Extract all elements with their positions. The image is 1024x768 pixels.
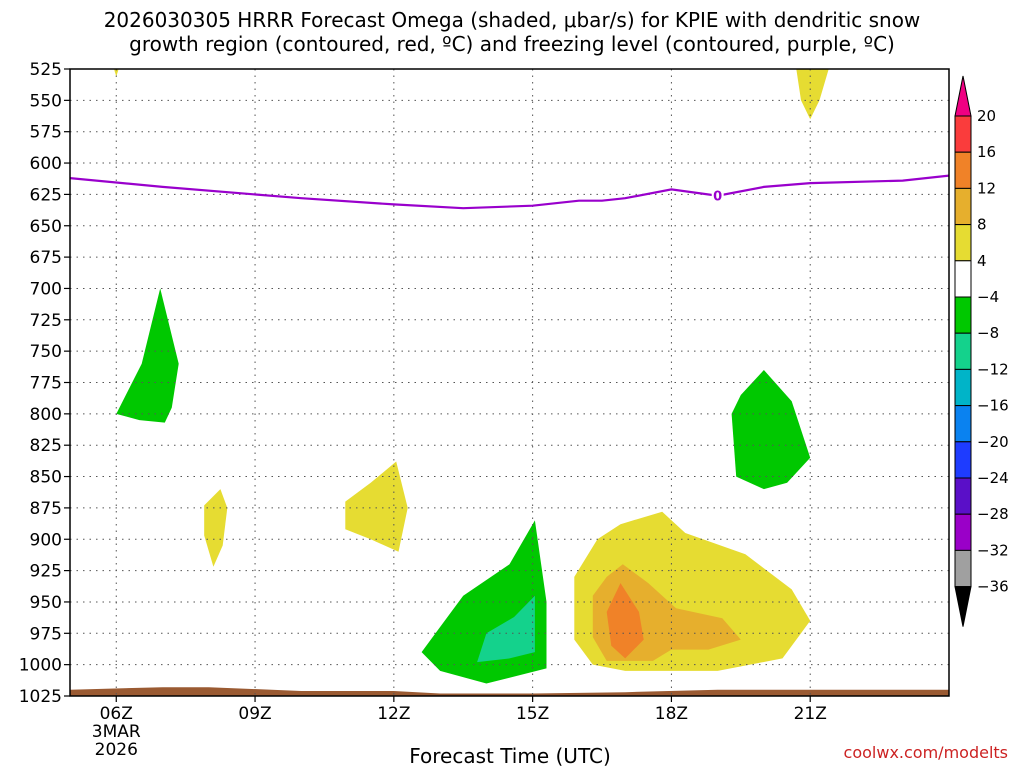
colorbar-label: 12 [977,179,996,197]
x-tick-label: 09Z [238,704,271,724]
colorbar-band [954,224,972,262]
omega-region-7 [477,595,535,663]
omega-region-4 [204,489,228,567]
omega-region-1 [114,69,119,77]
colorbar-label: −32 [977,541,1009,559]
freezing-level-line [70,174,949,210]
y-tick-label: 675 [30,248,62,268]
ground-terrain [70,687,949,696]
freezing-level-label-bg [711,186,724,203]
y-tick-label: 1000 [19,656,62,676]
omega-region-2 [116,288,179,423]
y-tick-label: 625 [30,185,62,205]
colorbar-label: −8 [977,324,999,342]
y-tick-label: 825 [30,436,62,456]
omega-region-3 [731,370,811,490]
y-tick-label: 1025 [19,687,62,707]
plot-area: 0 [70,69,949,696]
colorbar-band [954,477,972,515]
x-tick-label: 15Z [516,704,549,724]
colorbar-band [954,260,972,298]
colorbar-band-bottom-arrow [954,586,972,627]
y-tick-label: 525 [30,60,62,80]
y-tick-label: 600 [30,154,62,174]
freezing-level-label: 0 [713,190,722,205]
chart-title-line2: growth region (contoured, red, ºC) and f… [129,32,895,56]
source-credit[interactable]: coolwx.com/modelts [843,743,1008,762]
colorbar-band [954,151,972,189]
colorbar-label: −28 [977,505,1009,523]
y-tick-label: 875 [30,499,62,519]
x-tick-date: 3MAR [92,722,141,742]
colorbar: 20 16 12 8 4 −4 −8 −12 −16 −20 −24 −28 −32 −36 [954,75,1009,627]
colorbar-label: −36 [977,578,1009,596]
colorbar-band [954,441,972,479]
y-tick-label: 800 [30,405,62,425]
x-axis-label: Forecast Time (UTC) [409,744,611,768]
colorbar-label: −4 [977,288,999,306]
colorbar-label: −12 [977,360,1009,378]
x-tick-label: 18Z [655,704,688,724]
x-tick-label: 12Z [377,704,410,724]
colorbar-label: 16 [977,143,996,161]
x-tick-label: 21Z [794,704,827,724]
colorbar-band [954,296,972,334]
colorbar-band [954,332,972,370]
colorbar-band [954,405,972,443]
y-tick-label: 750 [30,342,62,362]
y-tick-label: 650 [30,217,62,237]
y-tick-label: 575 [30,123,62,143]
y-tick-label: 900 [30,530,62,550]
colorbar-band [954,368,972,407]
colorbar-band [954,115,972,153]
colorbar-label: 4 [977,252,987,270]
y-tick-label: 775 [30,374,62,394]
y-tick-label: 725 [30,311,62,331]
y-tick-label: 550 [30,91,62,111]
chart-title-line1: 2026030305 HRRR Forecast Omega (shaded, … [103,8,921,32]
colorbar-band [954,549,972,588]
y-tick-label: 950 [30,593,62,613]
colorbar-label: −16 [977,397,1009,415]
colorbar-band-top-arrow [954,75,972,117]
y-tick-label: 850 [30,468,62,488]
colorbar-band [954,513,972,551]
y-tick-label: 975 [30,624,62,644]
colorbar-band [954,187,972,226]
omega-region-5 [345,461,408,552]
colorbar-label: −24 [977,469,1009,487]
colorbar-label: −20 [977,433,1009,451]
y-tick-label: 700 [30,279,62,299]
omega-region-0 [796,69,829,120]
omega-region-10 [606,583,644,659]
y-tick-label: 925 [30,562,62,582]
chart-title: 2026030305 HRRR Forecast Omega (shaded, … [0,8,1024,56]
x-tick-year: 2026 [95,740,138,760]
colorbar-label: 8 [977,216,987,234]
colorbar-label: 20 [977,107,996,125]
x-tick-label: 06Z [100,704,133,724]
